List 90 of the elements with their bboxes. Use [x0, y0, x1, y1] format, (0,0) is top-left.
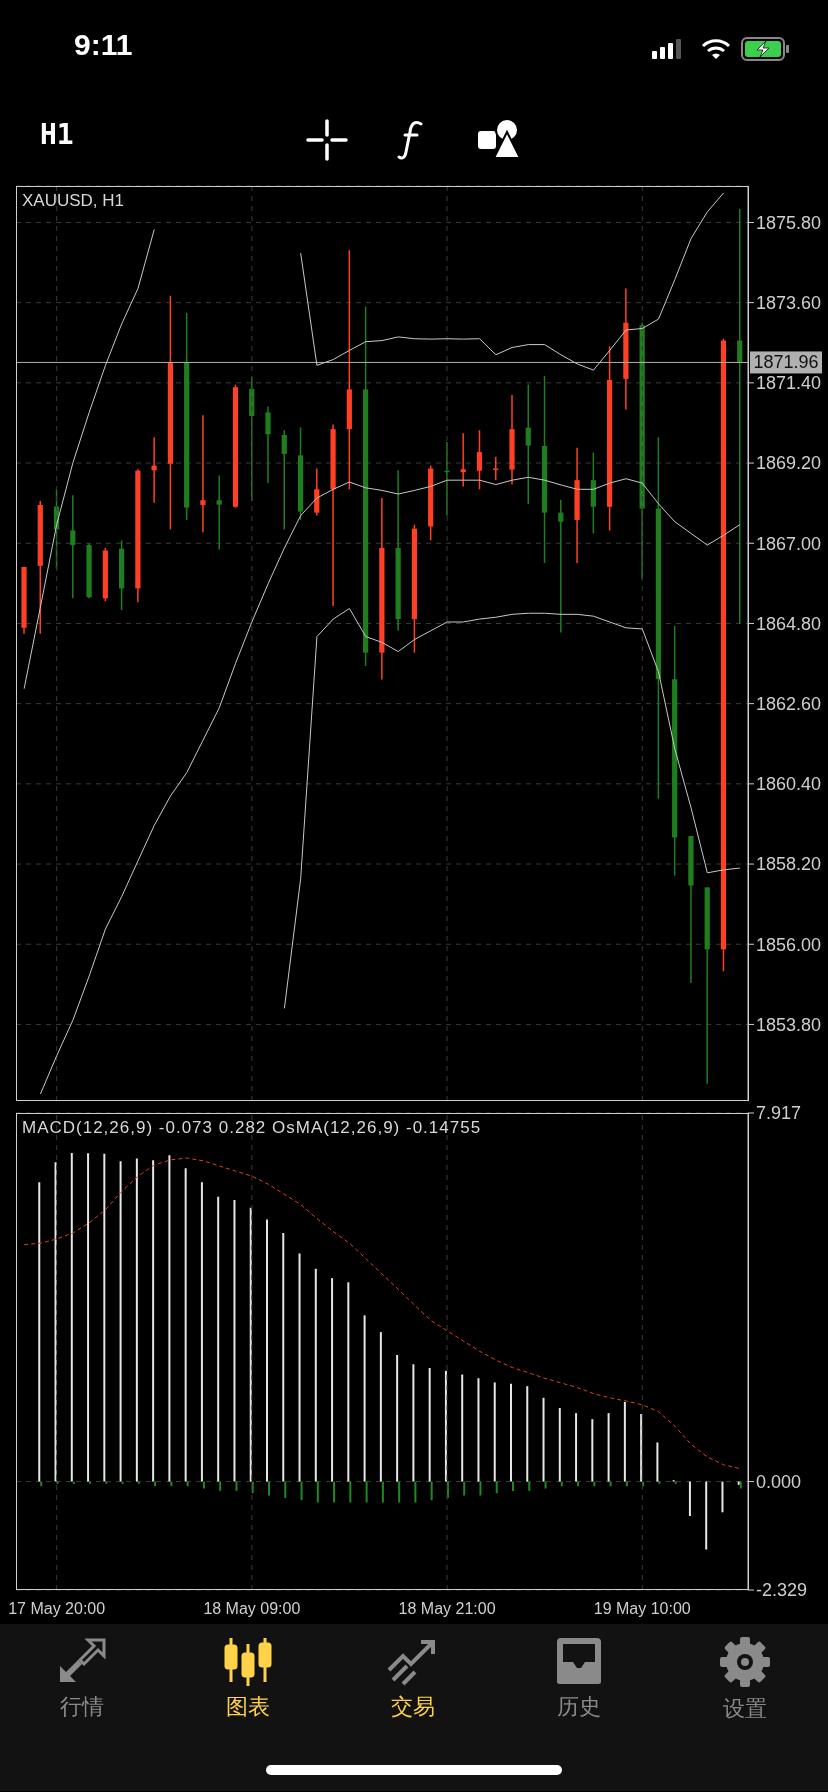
bar [398, 1481, 401, 1503]
bar [219, 1481, 222, 1491]
bar [544, 1481, 547, 1489]
bar [70, 1152, 73, 1482]
bar [298, 1253, 301, 1482]
y-tick-label: 1853.80 [756, 1014, 822, 1035]
y-tick-label: 0.000 [756, 1471, 802, 1492]
text: 行情 [60, 1693, 104, 1721]
text: 历史 [557, 1693, 601, 1721]
x-tick-label: 19 May 10:00 [593, 1600, 691, 1617]
y-tick-label: 1873.60 [756, 293, 822, 314]
x-tick-label: 18 May 09:00 [203, 1600, 301, 1617]
bar [316, 1481, 319, 1503]
bar [412, 1364, 415, 1482]
bar [526, 1386, 529, 1482]
bar [379, 1332, 382, 1482]
bar [300, 1481, 303, 1501]
bar [266, 1219, 268, 1482]
bar [333, 1481, 336, 1503]
y-tick-label: 1856.00 [756, 934, 822, 955]
bar [235, 1481, 238, 1491]
bar [396, 1354, 399, 1482]
y-tick-label: -2.329 [756, 1580, 808, 1601]
bar [349, 1481, 352, 1503]
bar [739, 1481, 742, 1489]
bar [495, 1481, 498, 1494]
bar [202, 1481, 205, 1489]
text: H1 [40, 118, 74, 151]
bar [414, 1481, 417, 1503]
bar [363, 1315, 366, 1482]
bar [217, 1196, 220, 1482]
line-series [39, 476, 741, 1095]
bar [591, 1419, 594, 1482]
bar [135, 1158, 138, 1482]
bar [38, 1182, 41, 1482]
y-tick-label: 1871.40 [756, 373, 822, 394]
bar [365, 1481, 368, 1503]
x-tick-label: 17 May 20:00 [8, 1600, 106, 1617]
bar [103, 1153, 106, 1482]
y-tick-label: 1858.20 [756, 854, 822, 875]
bar [347, 1282, 350, 1482]
chart-title: XAUUSD, H1 [22, 191, 125, 211]
ref-line-label: 1871.96 [753, 352, 819, 373]
y-tick-label: 1869.20 [756, 453, 822, 474]
bar [607, 1413, 610, 1482]
y-tick-label: 7.917 [756, 1103, 802, 1124]
bar [623, 1401, 626, 1482]
bar [721, 1481, 724, 1513]
y-tick-label: 1864.80 [756, 613, 822, 634]
bar [688, 1481, 691, 1517]
bar [656, 1442, 659, 1482]
line-series [23, 1157, 741, 1470]
bar [233, 1199, 236, 1482]
bar [463, 1481, 466, 1496]
bar [430, 1481, 433, 1501]
text: 图表 [226, 1693, 270, 1721]
bar [282, 1232, 285, 1482]
bar [331, 1278, 334, 1482]
bar [558, 1408, 561, 1482]
bar [152, 1160, 155, 1482]
y-tick-label: 1875.80 [756, 212, 822, 233]
bar [477, 1378, 480, 1482]
bar [381, 1481, 384, 1503]
x-tick-label: 18 May 21:00 [398, 1600, 496, 1617]
chart-title: MACD(12,26,9) -0.073 0.282 OsMA(12,26,9) -0.14755 [22, 1118, 482, 1138]
y-tick-label: 1862.60 [756, 694, 822, 715]
bar [428, 1367, 431, 1482]
bar [119, 1161, 122, 1482]
bar [461, 1374, 464, 1482]
text: 9:11 [74, 28, 133, 62]
bar [284, 1481, 287, 1498]
y-tick-label: 1867.00 [756, 533, 822, 554]
bar [542, 1397, 545, 1482]
bar [184, 1168, 187, 1482]
line-series [283, 608, 741, 1009]
bar [510, 1383, 512, 1482]
bar [528, 1481, 531, 1491]
bar [705, 1481, 708, 1550]
bar [493, 1382, 496, 1482]
bar [575, 1413, 578, 1482]
text: 交易 [391, 1693, 435, 1721]
bar [512, 1481, 514, 1491]
text: 设置 [723, 1695, 767, 1723]
bar [268, 1481, 270, 1496]
bar [314, 1268, 317, 1482]
bar [168, 1155, 171, 1482]
y-tick-label: 1860.40 [756, 774, 822, 795]
bar [479, 1481, 482, 1496]
bar [87, 1153, 90, 1482]
bar [200, 1182, 203, 1482]
